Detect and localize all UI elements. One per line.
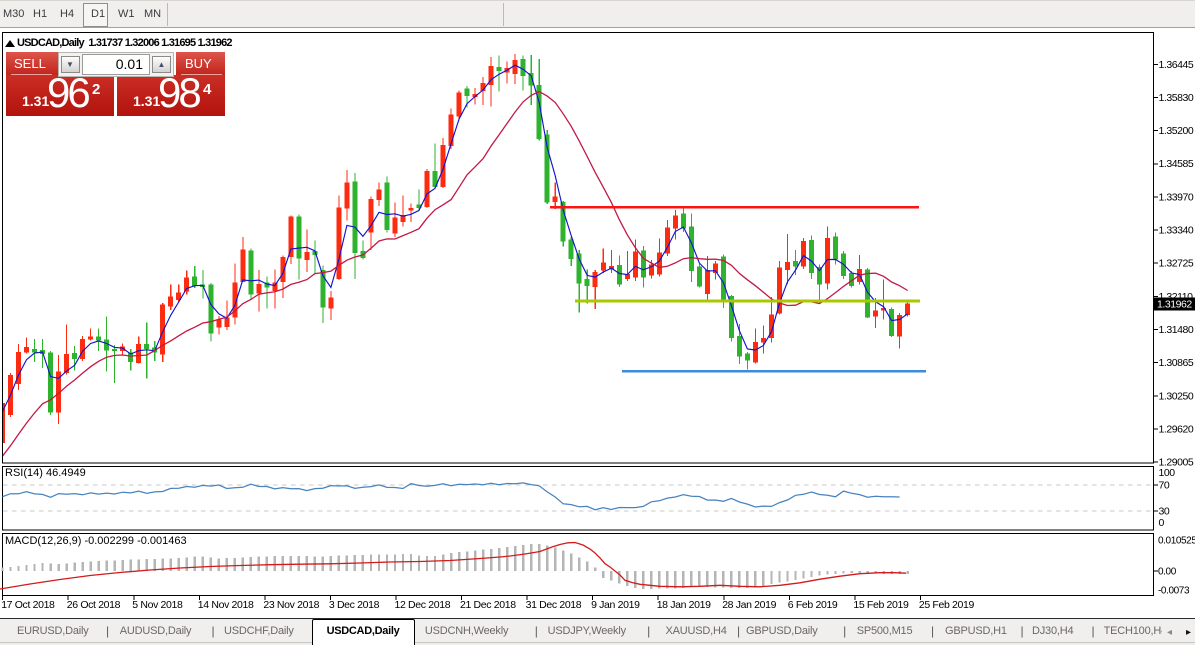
svg-text:18 Jan 2019: 18 Jan 2019	[657, 599, 711, 611]
svg-text:14 Nov 2018: 14 Nov 2018	[198, 599, 254, 611]
svg-text:100: 100	[1159, 467, 1176, 479]
svg-text:30: 30	[1159, 506, 1170, 518]
svg-text:70: 70	[1159, 480, 1170, 492]
svg-text:1.34585: 1.34585	[1159, 158, 1194, 170]
svg-text:1.35200: 1.35200	[1159, 125, 1194, 137]
svg-text:1.30250: 1.30250	[1159, 390, 1194, 402]
svg-text:1.29620: 1.29620	[1159, 423, 1194, 435]
svg-text:0.00: 0.00	[1158, 567, 1177, 578]
svg-text:5 Nov 2018: 5 Nov 2018	[132, 599, 183, 611]
svg-text:25 Feb 2019: 25 Feb 2019	[919, 599, 975, 611]
svg-text:1.29005: 1.29005	[1159, 457, 1194, 469]
svg-text:3 Dec 2018: 3 Dec 2018	[329, 599, 380, 611]
svg-text:1.31962: 1.31962	[1157, 299, 1192, 311]
svg-text:1.36445: 1.36445	[1159, 59, 1194, 71]
svg-text:23 Nov 2018: 23 Nov 2018	[263, 599, 319, 611]
svg-text:1.32725: 1.32725	[1159, 258, 1194, 270]
svg-text:1.35830: 1.35830	[1159, 92, 1194, 104]
svg-text:12 Dec 2018: 12 Dec 2018	[395, 599, 451, 611]
svg-text:-0.0073: -0.0073	[1158, 586, 1190, 597]
svg-text:31 Dec 2018: 31 Dec 2018	[526, 599, 582, 611]
svg-text:1.31480: 1.31480	[1159, 324, 1194, 336]
svg-text:28 Jan 2019: 28 Jan 2019	[722, 599, 776, 611]
svg-text:1.33340: 1.33340	[1159, 225, 1194, 237]
svg-text:0: 0	[1159, 517, 1165, 529]
svg-text:21 Dec 2018: 21 Dec 2018	[460, 599, 516, 611]
svg-text:1.30865: 1.30865	[1159, 357, 1194, 369]
svg-text:15 Feb 2019: 15 Feb 2019	[853, 599, 909, 611]
svg-text:6 Feb 2019: 6 Feb 2019	[788, 599, 838, 611]
svg-text:17 Oct 2018: 17 Oct 2018	[1, 599, 55, 611]
svg-text:0.010525: 0.010525	[1158, 536, 1195, 547]
svg-text:9 Jan 2019: 9 Jan 2019	[591, 599, 640, 611]
svg-text:1.33970: 1.33970	[1159, 191, 1194, 203]
svg-text:26 Oct 2018: 26 Oct 2018	[67, 599, 121, 611]
